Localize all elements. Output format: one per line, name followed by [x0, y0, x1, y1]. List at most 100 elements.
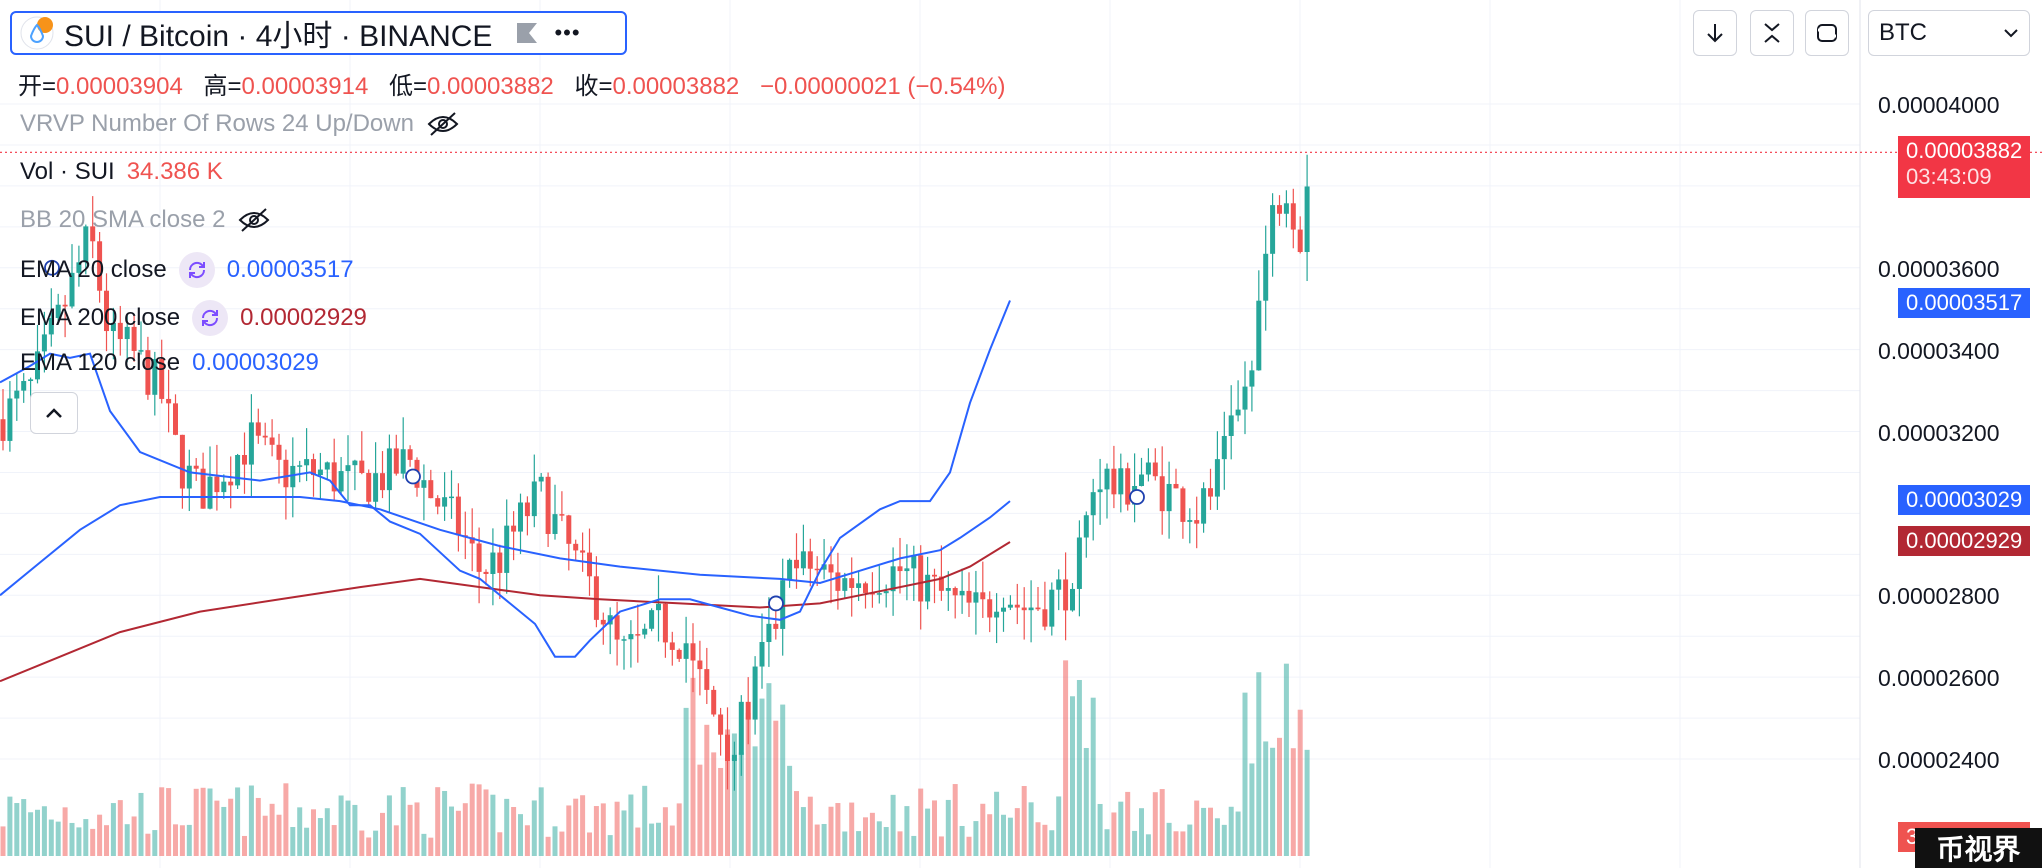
- candle-body: [1049, 589, 1055, 627]
- volume-bar: [21, 799, 27, 856]
- candle-body: [538, 476, 544, 482]
- volume-bar: [221, 806, 227, 856]
- volume-bar: [697, 764, 703, 856]
- candle-body: [994, 611, 1000, 618]
- flag-icon[interactable]: [514, 21, 540, 45]
- volume-bar: [890, 794, 896, 856]
- candle-body: [97, 241, 103, 291]
- volume-bar: [304, 827, 310, 856]
- volume-bar: [897, 831, 903, 856]
- price-tick: 0.00003400: [1878, 338, 2000, 364]
- open-value: 0.00003904: [56, 73, 183, 100]
- symbol-selector[interactable]: SUI / Bitcoin · 4小时 · BINANCE •••: [10, 11, 627, 55]
- refresh-icon[interactable]: [192, 300, 229, 336]
- volume-bar: [483, 789, 489, 856]
- candle-body: [435, 498, 441, 507]
- volume-bar: [593, 806, 599, 856]
- volume-bar: [110, 803, 116, 856]
- candle-body: [138, 350, 144, 352]
- candle-body: [766, 623, 772, 643]
- volume-bar: [800, 807, 806, 856]
- candle-body: [1063, 579, 1069, 611]
- volume-bar: [552, 826, 558, 856]
- eye-hidden-icon[interactable]: [426, 111, 460, 137]
- volume-bar: [193, 788, 199, 856]
- candle-body: [814, 568, 820, 571]
- volume-bar: [1090, 697, 1096, 856]
- candle-body: [393, 448, 399, 474]
- volume-bar: [248, 785, 254, 856]
- candle-body: [552, 514, 558, 534]
- low-value: 0.00003882: [426, 73, 554, 100]
- ema20-legend[interactable]: EMA 20 close 0.00003517: [20, 252, 366, 288]
- candle-body: [987, 599, 993, 618]
- volume-bar: [41, 806, 47, 856]
- volume-bar: [145, 833, 151, 856]
- volume-bar: [97, 814, 103, 856]
- volume-bar: [276, 814, 282, 856]
- volume-bar: [1132, 830, 1138, 856]
- ema120-legend[interactable]: EMA 120 close 0.00003029: [20, 349, 331, 377]
- candle-body: [476, 543, 482, 572]
- volume-bar: [863, 817, 868, 856]
- volume-bar: [476, 784, 482, 856]
- candle-body: [1125, 468, 1131, 505]
- volume-bar: [0, 826, 6, 856]
- last-price-value: 0.00003882: [1906, 138, 2023, 163]
- bb-legend[interactable]: BB 20 SMA close 2: [20, 206, 271, 234]
- candle-body: [76, 262, 82, 273]
- collapse-button[interactable]: [1750, 10, 1794, 56]
- last-price-badge: 0.00003882 03:43:09: [1898, 136, 2030, 198]
- volume-bar: [62, 807, 68, 856]
- candle-body: [186, 465, 192, 489]
- volume-bar: [1007, 817, 1013, 856]
- arrow-down-button[interactable]: [1693, 10, 1737, 56]
- fullscreen-button[interactable]: [1805, 10, 1849, 56]
- candle-body: [1304, 186, 1310, 253]
- candle-body: [497, 552, 503, 573]
- candle-body: [1152, 462, 1158, 477]
- volume-bar: [1290, 748, 1296, 856]
- volume-bar: [269, 803, 275, 856]
- candle-body: [1042, 609, 1048, 627]
- candle-body: [621, 639, 627, 641]
- volume-bar: [1159, 789, 1165, 856]
- candle-body: [359, 460, 365, 473]
- refresh-icon[interactable]: [178, 252, 215, 288]
- candle-body: [1270, 205, 1276, 254]
- candle-body: [145, 350, 151, 395]
- candle-body: [214, 476, 220, 493]
- collapse-legend-button[interactable]: [30, 392, 78, 434]
- candle-body: [14, 390, 20, 399]
- volume-bar: [345, 800, 351, 856]
- price-tick: 0.00002800: [1878, 583, 2000, 609]
- vrvp-legend[interactable]: VRVP Number Of Rows 24 Up/Down: [20, 110, 460, 138]
- volume-bar: [580, 795, 586, 856]
- volume-bar: [117, 800, 123, 856]
- eye-hidden-icon[interactable]: [237, 207, 271, 233]
- volume-bar: [566, 805, 572, 856]
- candle-body: [1159, 476, 1165, 512]
- candle-body: [504, 525, 510, 573]
- volume-bar: [607, 835, 613, 856]
- candle-body: [1242, 386, 1248, 410]
- candle-body: [69, 272, 75, 307]
- currency-value: BTC: [1879, 19, 1927, 46]
- open-label: 开=: [18, 73, 57, 100]
- volume-bar: [683, 707, 689, 856]
- candle-body: [1290, 203, 1296, 230]
- currency-select[interactable]: BTC: [1868, 10, 2030, 56]
- ema200-legend[interactable]: EMA 200 close 0.00002929: [20, 300, 379, 336]
- candle-body: [262, 435, 268, 438]
- candle-body: [1173, 483, 1179, 489]
- candle-body: [890, 566, 896, 592]
- volume-bar: [614, 801, 620, 856]
- more-options-icon[interactable]: •••: [554, 20, 581, 45]
- ema20-line: [0, 300, 1011, 658]
- volume-bar: [1283, 663, 1289, 856]
- candle-body: [945, 588, 951, 591]
- volume-legend[interactable]: Vol · SUI 34.386 K: [20, 158, 235, 186]
- candle-body: [1297, 229, 1303, 253]
- candle-body: [1056, 579, 1062, 590]
